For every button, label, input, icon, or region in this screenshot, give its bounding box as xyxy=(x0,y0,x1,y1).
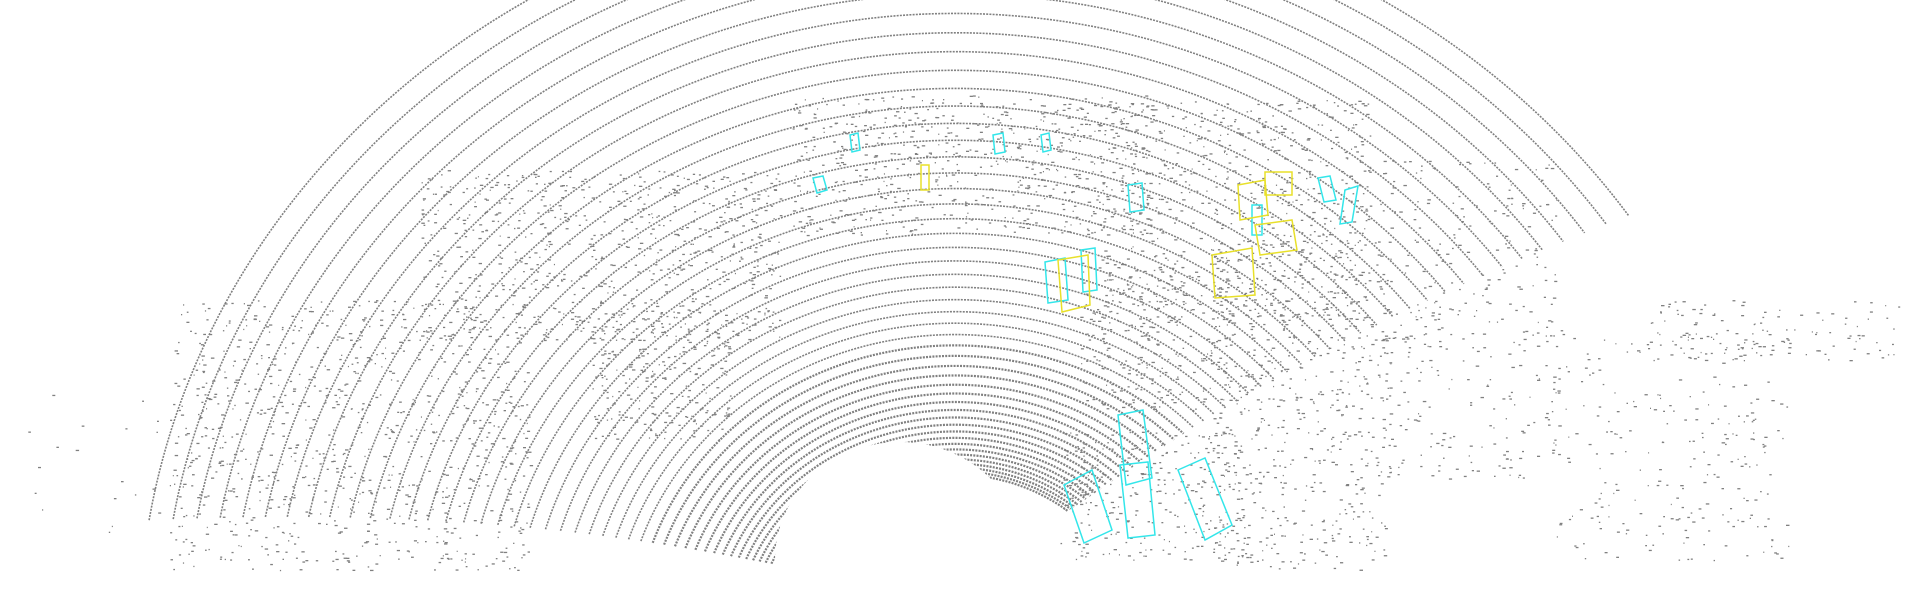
scan-ring xyxy=(264,0,1523,518)
scan-ring xyxy=(529,232,1289,529)
scan-ring xyxy=(615,310,1215,538)
scan-ring xyxy=(148,0,1630,521)
mid-right-points xyxy=(1080,261,1233,412)
scan-ring xyxy=(684,374,1158,549)
scan-ring xyxy=(286,12,1503,517)
scan-ring xyxy=(792,473,1069,568)
sensor-blind-spot xyxy=(775,442,1025,600)
scan-ring xyxy=(349,69,1447,518)
left-upper-points xyxy=(421,170,783,342)
scan-ring xyxy=(328,50,1465,518)
scan-ring xyxy=(242,0,1544,518)
scan-rings xyxy=(148,0,1630,568)
cyan-bounding-box xyxy=(992,132,1006,155)
scan-ring xyxy=(745,430,1108,560)
yellow-bounding-box xyxy=(920,164,930,191)
near-object-points xyxy=(1060,431,1243,561)
right-upper-points xyxy=(1100,100,1373,322)
cyan-bounding-box xyxy=(1044,257,1069,304)
scan-ring xyxy=(480,187,1331,524)
bounding-boxes xyxy=(812,132,1359,545)
scan-ring xyxy=(462,172,1346,523)
scan-ring xyxy=(673,364,1166,547)
far-field-points xyxy=(792,95,1153,237)
yellow-bounding-box xyxy=(1211,247,1256,299)
yellow-bounding-box xyxy=(1237,179,1269,221)
yellow-bounding-box xyxy=(1057,254,1091,313)
scan-ring xyxy=(703,392,1141,552)
scan-ring xyxy=(651,344,1185,544)
point-cloud xyxy=(28,0,1901,600)
cyan-bounding-box xyxy=(1117,409,1153,486)
scan-ring xyxy=(627,322,1205,540)
far-right-strip-points xyxy=(1646,300,1901,362)
scan-ring xyxy=(729,416,1120,557)
far-right-points xyxy=(1550,330,1792,562)
scan-ring xyxy=(640,333,1194,542)
cyan-bounding-box xyxy=(1119,461,1156,539)
cyan-bounding-box xyxy=(812,175,828,194)
yellow-bounding-box xyxy=(1264,171,1293,196)
scan-ring xyxy=(389,105,1411,519)
left-mid-points xyxy=(592,310,732,441)
left-structure-points xyxy=(170,300,534,572)
cyan-bounding-box xyxy=(1317,175,1337,203)
scan-ring xyxy=(663,354,1175,545)
scan-ring xyxy=(694,383,1149,551)
scan-ring xyxy=(307,31,1484,518)
cyan-bounding-box xyxy=(1040,132,1052,153)
cyan-bounding-box xyxy=(849,132,861,153)
cyan-bounding-box xyxy=(1063,468,1113,545)
yellow-bounding-box xyxy=(1254,219,1298,256)
scan-ring xyxy=(602,298,1227,537)
scan-ring xyxy=(408,122,1394,520)
scan-ring xyxy=(369,87,1429,519)
cyan-bounding-box xyxy=(1080,247,1098,293)
scan-ring xyxy=(544,246,1275,530)
cyan-bounding-box xyxy=(1339,184,1359,225)
far-left-sparse-points xyxy=(28,394,208,533)
scan-ring xyxy=(713,400,1134,554)
cyan-bounding-box xyxy=(1177,456,1233,542)
scan-ring xyxy=(219,0,1564,518)
scan-ring xyxy=(737,423,1114,559)
scan-ring xyxy=(588,286,1238,535)
scan-ring xyxy=(196,0,1586,519)
scan-ring xyxy=(752,436,1102,561)
cyan-bounding-box xyxy=(1251,204,1263,236)
scan-ring xyxy=(172,0,1608,520)
scan-ring xyxy=(513,217,1302,527)
right-vegetation-points xyxy=(1380,160,1562,480)
cyan-bounding-box xyxy=(1127,182,1145,213)
